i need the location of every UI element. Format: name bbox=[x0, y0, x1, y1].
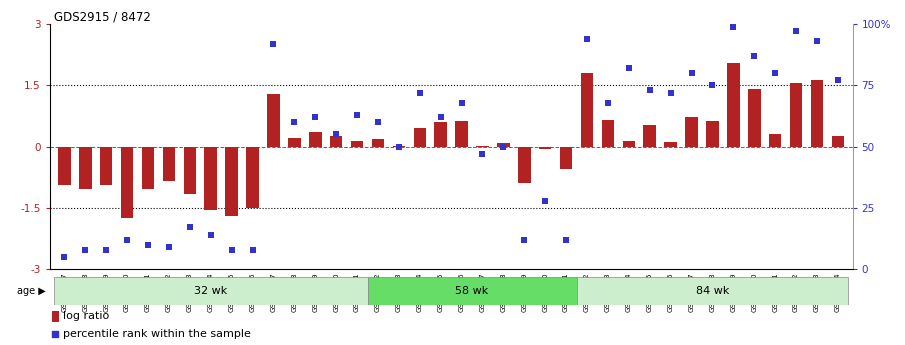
Bar bbox=[100, 147, 112, 185]
Bar bbox=[205, 147, 217, 210]
Bar bbox=[367, 277, 576, 305]
Bar bbox=[79, 147, 91, 189]
Bar bbox=[623, 140, 635, 147]
Bar bbox=[393, 146, 405, 147]
Point bbox=[831, 78, 845, 83]
Point bbox=[517, 237, 531, 243]
Bar bbox=[769, 134, 781, 147]
Point bbox=[392, 144, 406, 149]
Text: percentile rank within the sample: percentile rank within the sample bbox=[63, 329, 251, 339]
Bar bbox=[790, 83, 803, 147]
Text: 32 wk: 32 wk bbox=[194, 286, 227, 296]
Point bbox=[643, 88, 657, 93]
Bar bbox=[581, 73, 594, 147]
Bar bbox=[288, 138, 300, 147]
Point bbox=[747, 53, 761, 59]
Point bbox=[454, 100, 469, 105]
Point bbox=[810, 39, 824, 44]
Bar bbox=[518, 147, 530, 183]
Point bbox=[224, 247, 239, 252]
Bar bbox=[602, 120, 614, 147]
Point bbox=[99, 247, 113, 252]
Point bbox=[433, 115, 448, 120]
Bar bbox=[576, 277, 848, 305]
Point bbox=[48, 331, 62, 337]
Point bbox=[768, 70, 783, 76]
Point bbox=[141, 242, 156, 247]
Point bbox=[622, 66, 636, 71]
Bar bbox=[330, 136, 342, 147]
Bar bbox=[560, 147, 572, 169]
Bar bbox=[163, 147, 176, 181]
Point bbox=[350, 112, 365, 118]
Point bbox=[705, 82, 719, 88]
Bar bbox=[267, 93, 280, 147]
Point bbox=[538, 198, 552, 203]
Point bbox=[183, 225, 197, 230]
Bar bbox=[706, 121, 719, 147]
Point bbox=[287, 119, 301, 125]
Point bbox=[496, 144, 510, 149]
Bar bbox=[455, 121, 468, 147]
Bar bbox=[54, 277, 367, 305]
Text: log ratio: log ratio bbox=[63, 312, 110, 321]
Point bbox=[601, 100, 615, 105]
Point bbox=[475, 151, 490, 157]
Bar bbox=[664, 142, 677, 147]
Bar bbox=[811, 80, 824, 147]
Bar bbox=[52, 311, 59, 322]
Point bbox=[789, 29, 804, 34]
Text: GDS2915 / 8472: GDS2915 / 8472 bbox=[54, 10, 151, 23]
Bar bbox=[832, 136, 844, 147]
Bar bbox=[685, 117, 698, 147]
Point bbox=[559, 237, 574, 243]
Point bbox=[308, 115, 322, 120]
Bar bbox=[727, 63, 739, 147]
Bar bbox=[309, 132, 321, 147]
Text: age ▶: age ▶ bbox=[16, 286, 45, 296]
Point bbox=[371, 119, 386, 125]
Point bbox=[663, 90, 678, 96]
Bar bbox=[748, 89, 760, 147]
Point bbox=[266, 41, 281, 47]
Bar bbox=[246, 147, 259, 208]
Point bbox=[57, 254, 71, 259]
Bar bbox=[372, 139, 385, 147]
Bar bbox=[476, 146, 489, 147]
Point bbox=[78, 247, 92, 252]
Bar bbox=[539, 147, 551, 149]
Point bbox=[119, 237, 134, 243]
Point bbox=[204, 232, 218, 238]
Bar bbox=[58, 147, 71, 185]
Bar bbox=[351, 140, 363, 147]
Point bbox=[726, 24, 740, 29]
Bar bbox=[643, 125, 656, 147]
Point bbox=[684, 70, 699, 76]
Bar bbox=[184, 147, 196, 194]
Bar bbox=[414, 128, 426, 147]
Bar bbox=[121, 147, 133, 218]
Point bbox=[580, 36, 595, 42]
Bar bbox=[434, 122, 447, 147]
Bar bbox=[497, 142, 510, 147]
Text: 84 wk: 84 wk bbox=[696, 286, 729, 296]
Point bbox=[413, 90, 427, 96]
Bar bbox=[225, 147, 238, 216]
Bar bbox=[142, 147, 154, 189]
Point bbox=[162, 244, 176, 250]
Point bbox=[329, 131, 343, 137]
Text: 58 wk: 58 wk bbox=[455, 286, 489, 296]
Point bbox=[245, 247, 260, 252]
